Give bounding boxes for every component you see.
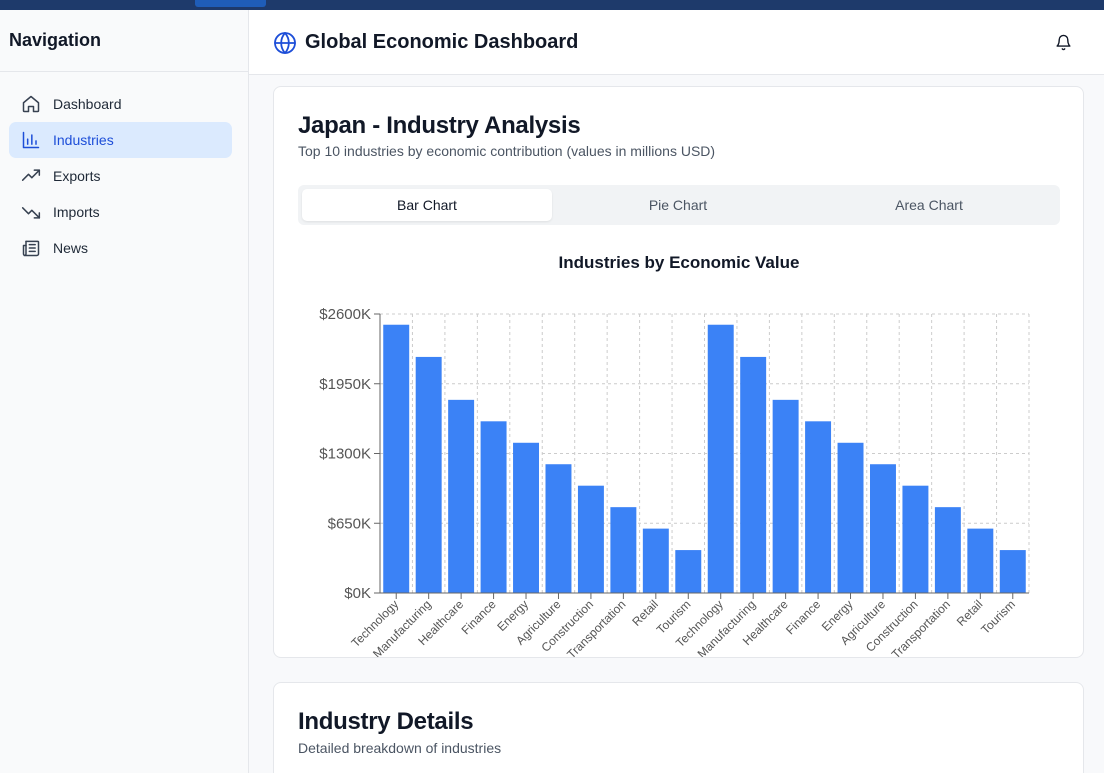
bar bbox=[772, 399, 799, 593]
globe-icon bbox=[274, 32, 296, 54]
industry-details-card: Industry Details Detailed breakdown of i… bbox=[273, 682, 1084, 773]
sidebar-item-industries[interactable]: Industries bbox=[9, 122, 232, 158]
sidebar-item-label: Exports bbox=[53, 168, 101, 184]
sidebar-item-news[interactable]: News bbox=[9, 230, 232, 266]
sidebar-nav: Dashboard Industries Exports Imports New… bbox=[0, 72, 248, 266]
bar bbox=[902, 485, 929, 593]
y-tick-label: $650K bbox=[328, 515, 371, 532]
bar bbox=[999, 550, 1026, 593]
sidebar-item-label: Industries bbox=[53, 132, 114, 148]
x-tick-label: Finance bbox=[459, 597, 499, 637]
y-tick-label: $1300K bbox=[319, 446, 371, 463]
bar bbox=[642, 528, 669, 593]
card-title: Japan - Industry Analysis bbox=[298, 112, 581, 139]
bar bbox=[934, 507, 961, 593]
bar bbox=[383, 324, 410, 593]
page-title: Global Economic Dashboard bbox=[305, 31, 579, 53]
chart-type-tabs: Bar Chart Pie Chart Area Chart bbox=[298, 185, 1060, 225]
sidebar: Navigation Dashboard Industries Exports … bbox=[0, 10, 249, 773]
newspaper-icon bbox=[21, 238, 41, 258]
tab-area-chart[interactable]: Area Chart bbox=[895, 197, 963, 213]
x-tick-label: Tourism bbox=[978, 597, 1018, 637]
sidebar-item-dashboard[interactable]: Dashboard bbox=[9, 86, 232, 122]
bar bbox=[805, 421, 832, 593]
x-tick-label: Finance bbox=[783, 597, 823, 637]
bar bbox=[707, 324, 734, 593]
top-tab-indicator bbox=[195, 0, 266, 7]
bar bbox=[513, 442, 540, 593]
sidebar-item-imports[interactable]: Imports bbox=[9, 194, 232, 230]
bar bbox=[837, 442, 864, 593]
tab-bar-chart[interactable]: Bar Chart bbox=[302, 189, 552, 221]
bar bbox=[610, 507, 637, 593]
bar bbox=[675, 550, 702, 593]
home-icon bbox=[21, 94, 41, 114]
sidebar-item-label: Imports bbox=[53, 204, 100, 220]
bar bbox=[869, 464, 896, 593]
bar bbox=[480, 421, 507, 593]
bar bbox=[577, 485, 604, 593]
bar bbox=[448, 399, 475, 593]
card-subtitle: Top 10 industries by economic contributi… bbox=[298, 143, 716, 159]
y-tick-label: $1950K bbox=[319, 376, 371, 393]
bar-chart-icon bbox=[21, 130, 41, 150]
sidebar-item-label: Dashboard bbox=[53, 96, 122, 112]
sidebar-item-exports[interactable]: Exports bbox=[9, 158, 232, 194]
card-title: Industry Details bbox=[298, 708, 474, 735]
card-subtitle: Detailed breakdown of industries bbox=[298, 740, 502, 756]
y-tick-label: $2600K bbox=[319, 306, 371, 323]
header: Global Economic Dashboard bbox=[249, 10, 1104, 75]
bar bbox=[545, 464, 572, 593]
y-tick-label: $0K bbox=[344, 585, 371, 602]
industry-analysis-card: Japan - Industry Analysis Top 10 industr… bbox=[273, 86, 1084, 658]
sidebar-item-label: News bbox=[53, 240, 89, 256]
bar bbox=[967, 528, 994, 593]
bar bbox=[740, 356, 767, 593]
bar-chart: $0K$650K$1300K$1950K$2600KTechnologyManu… bbox=[319, 306, 1030, 657]
bar bbox=[415, 356, 442, 593]
bell-icon[interactable] bbox=[1055, 34, 1072, 51]
sidebar-title: Navigation bbox=[0, 10, 248, 72]
trending-down-icon bbox=[21, 202, 41, 222]
chart-title: Industries by Economic Value bbox=[558, 253, 800, 272]
trending-up-icon bbox=[21, 166, 41, 186]
tab-pie-chart[interactable]: Pie Chart bbox=[648, 197, 708, 213]
top-strip bbox=[0, 0, 1104, 10]
